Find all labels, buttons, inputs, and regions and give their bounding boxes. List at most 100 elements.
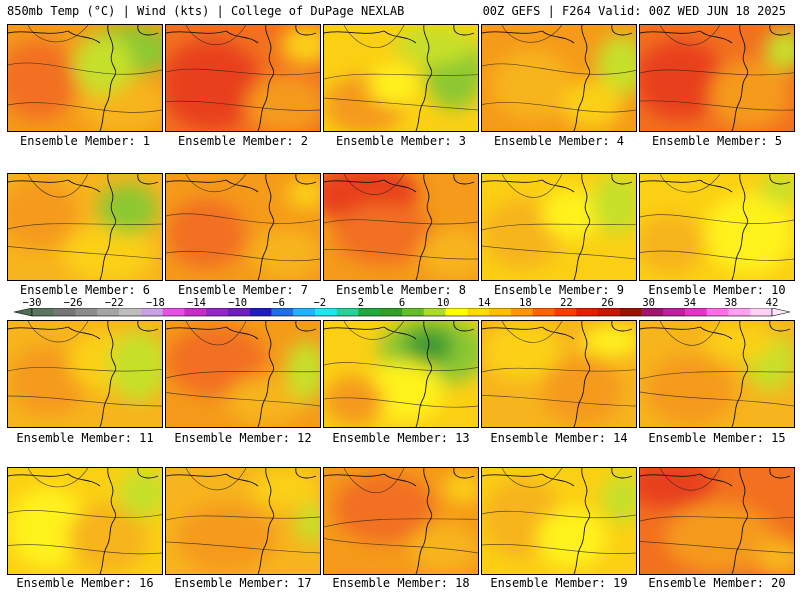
- temperature-field: [324, 468, 478, 574]
- ensemble-member-label: Ensemble Member: 3: [335, 134, 467, 148]
- ensemble-member-label: Ensemble Member: 10: [648, 283, 786, 297]
- ensemble-member-label: Ensemble Member: 19: [490, 576, 628, 590]
- colorbar-tick-label: 26: [601, 297, 614, 309]
- ensemble-member-label: Ensemble Member: 13: [332, 431, 470, 445]
- ensemble-member-label: Ensemble Member: 17: [174, 576, 312, 590]
- ensemble-member-map: [481, 320, 637, 428]
- ensemble-member-map: [481, 467, 637, 575]
- colorbar-tick-label: −18: [145, 297, 165, 309]
- colorbar-swatch: [641, 308, 664, 316]
- colorbar-swatch: [467, 308, 490, 316]
- colorbar-swatch: [554, 308, 577, 316]
- ensemble-member-label: Ensemble Member: 18: [332, 576, 470, 590]
- temperature-field: [166, 468, 320, 574]
- colorbar-swatch: [184, 308, 207, 316]
- ensemble-member-label: Ensemble Member: 1: [19, 134, 151, 148]
- colorbar-swatch: [532, 308, 555, 316]
- ensemble-member-label: Ensemble Member: 15: [648, 431, 786, 445]
- colorbar-swatch: [206, 308, 229, 316]
- colorbar-swatch: [576, 308, 599, 316]
- temperature-field: [640, 25, 794, 131]
- ensemble-member-map: [165, 320, 321, 428]
- colorbar-swatch: [619, 308, 642, 316]
- temperature-field: [640, 321, 794, 427]
- ensemble-member-map: [165, 24, 321, 132]
- colorbar-swatch: [162, 308, 185, 316]
- colorbar-swatch: [32, 308, 55, 316]
- ensemble-member-map: [323, 24, 479, 132]
- colorbar-swatch: [728, 308, 751, 316]
- ensemble-member-map: [639, 173, 795, 281]
- colorbar-swatch: [423, 308, 446, 316]
- ensemble-member-label: Ensemble Member: 12: [174, 431, 312, 445]
- map-title: 850mb Temp (°C) | Wind (kts) | College o…: [7, 4, 405, 18]
- temperature-field: [8, 468, 162, 574]
- colorbar-swatch: [663, 308, 686, 316]
- colorbar-tick-label: 2: [357, 297, 365, 309]
- colorbar-swatch: [597, 308, 620, 316]
- ensemble-member-map: [7, 467, 163, 575]
- colorbar-swatch: [97, 308, 120, 316]
- colorbar-swatch: [271, 308, 294, 316]
- temperature-field: [482, 321, 636, 427]
- colorbar-scale: [13, 308, 791, 317]
- ensemble-member-map: [323, 467, 479, 575]
- ensemble-member-map: [639, 24, 795, 132]
- colorbar-tick-label: −14: [186, 297, 206, 309]
- colorbar-swatch: [75, 308, 98, 316]
- temperature-field: [640, 468, 794, 574]
- ensemble-member-label: Ensemble Member: 6: [19, 283, 151, 297]
- colorbar-tick-label: 6: [398, 297, 406, 309]
- ensemble-member-label: Ensemble Member: 8: [335, 283, 467, 297]
- colorbar-swatch: [314, 308, 337, 316]
- model-run-info: 00Z GEFS | F264 Valid: 00Z WED JUN 18 20…: [482, 4, 786, 18]
- ensemble-member-label: Ensemble Member: 11: [16, 431, 154, 445]
- ensemble-member-map: [639, 320, 795, 428]
- ensemble-member-label: Ensemble Member: 7: [177, 283, 309, 297]
- temperature-field: [482, 468, 636, 574]
- temperature-field: [640, 174, 794, 280]
- colorbar-tick-label: 30: [642, 297, 655, 309]
- colorbar-swatch: [140, 308, 163, 316]
- colorbar-tick-labels: −30 −26 −22 −18 −14 −10 −6 −2 2 6 10 14 18 22 26 30 34 38…: [12, 297, 792, 309]
- colorbar-swatch: [510, 308, 533, 316]
- colorbar-tick-label: 14: [477, 297, 491, 309]
- colorbar-tick-label: 34: [683, 297, 697, 309]
- temperature-field: [166, 25, 320, 131]
- colorbar-tick-label: 38: [724, 297, 738, 309]
- ensemble-member-label: Ensemble Member: 9: [493, 283, 625, 297]
- colorbar-swatch: [402, 308, 425, 316]
- ensemble-member-map: [639, 467, 795, 575]
- colorbar-tick-label: 22: [560, 297, 573, 309]
- colorbar-min-arrow: [13, 308, 33, 317]
- ensemble-member-map: [323, 320, 479, 428]
- ensemble-member-label: Ensemble Member: 2: [177, 134, 309, 148]
- colorbar-swatch: [445, 308, 468, 316]
- temperature-field: [8, 25, 162, 131]
- ensemble-member-map: [7, 24, 163, 132]
- temperature-field: [482, 25, 636, 131]
- ensemble-member-map: [481, 173, 637, 281]
- temperature-field: [166, 174, 320, 280]
- ensemble-member-label: Ensemble Member: 4: [493, 134, 625, 148]
- temperature-field: [166, 321, 320, 427]
- colorbar-swatch: [706, 308, 729, 316]
- colorbar-swatch: [293, 308, 316, 316]
- colorbar-tick-label: −10: [228, 297, 248, 309]
- colorbar-swatch: [119, 308, 142, 316]
- colorbar-tick-label: 18: [519, 297, 532, 309]
- colorbar-tick-label: −6: [272, 297, 285, 309]
- temperature-field: [324, 25, 478, 131]
- colorbar-swatch: [489, 308, 512, 316]
- temperature-colorbar: −30 −26 −22 −18 −14 −10 −6 −2 2 6 10 14 18 22 26 30 34 38…: [12, 297, 792, 319]
- colorbar-swatch: [684, 308, 707, 316]
- colorbar-tick-label: −22: [104, 297, 124, 309]
- colorbar-swatch: [750, 308, 773, 316]
- ensemble-member-label: Ensemble Member: 14: [490, 431, 628, 445]
- colorbar-tick-label: 42: [765, 297, 779, 309]
- colorbar-tick-label: −26: [63, 297, 83, 309]
- ensemble-member-label: Ensemble Member: 20: [648, 576, 786, 590]
- colorbar-tick-label: −30: [22, 297, 42, 309]
- colorbar-swatch: [336, 308, 359, 316]
- colorbar-swatch: [358, 308, 381, 316]
